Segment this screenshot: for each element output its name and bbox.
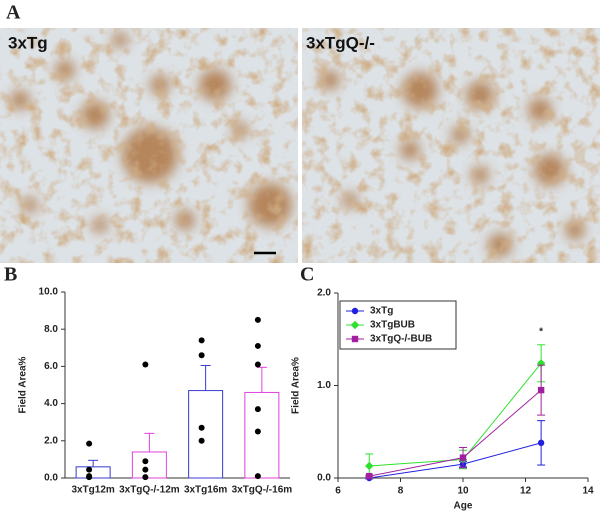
y-tick-label: 4.0 <box>44 398 58 409</box>
y-axis-label: Field Area% <box>18 356 29 413</box>
bar <box>75 466 111 479</box>
x-axis-label: Age <box>454 501 473 512</box>
image-label: 3xTg <box>8 33 48 52</box>
data-point <box>142 458 149 465</box>
image-label: 3xTgQ-/- <box>306 33 375 52</box>
marker <box>365 461 374 471</box>
series-line <box>369 389 542 477</box>
micrograph-right <box>302 28 600 263</box>
data-point <box>198 424 205 431</box>
micrograph-left <box>0 28 298 263</box>
y-axis-label: Field Area% <box>291 357 302 414</box>
marker <box>350 320 360 330</box>
panel-label: B <box>4 264 17 286</box>
y-tick-label: 10.0 <box>39 287 59 298</box>
data-point <box>86 440 93 447</box>
data-point <box>254 316 261 323</box>
data-point <box>254 406 261 413</box>
marker <box>351 307 359 315</box>
bar <box>131 451 167 479</box>
marker <box>351 335 359 343</box>
y-tick-label: 8.0 <box>44 324 58 335</box>
series-line <box>369 362 542 467</box>
data-point <box>254 473 261 480</box>
data-point <box>198 352 205 359</box>
data-point <box>86 466 93 473</box>
y-tick-label: 1.0 <box>317 380 331 391</box>
x-tick-label: 12 <box>520 486 532 497</box>
marker <box>537 439 545 447</box>
x-tick-label: 3xTg12m <box>71 485 114 496</box>
y-tick-label: 2.0 <box>317 288 331 299</box>
legend-label: 3xTg <box>370 306 393 317</box>
x-tick-label: 6 <box>335 486 341 497</box>
data-point <box>142 474 149 481</box>
data-point <box>142 361 149 368</box>
marker <box>537 386 545 394</box>
legend-label: 3xTgBUB <box>370 320 415 331</box>
legend-label: 3xTgQ-/-BUB <box>370 334 432 345</box>
y-tick-label: 6.0 <box>44 361 58 372</box>
bar <box>244 391 280 479</box>
data-point <box>198 437 205 444</box>
data-point <box>86 474 93 481</box>
y-tick-label: 0.0 <box>44 473 58 484</box>
x-tick-label: 3xTgQ-/-12m <box>119 485 180 496</box>
x-tick-label: 10 <box>457 486 469 497</box>
annotation: * <box>539 326 543 337</box>
data-point <box>142 466 149 473</box>
y-tick-label: 2.0 <box>44 435 58 446</box>
panel-label: A <box>6 2 21 24</box>
data-point <box>254 361 261 368</box>
data-point <box>254 342 261 349</box>
marker <box>366 472 373 480</box>
data-point <box>254 428 261 435</box>
x-tick-label: 3xTgQ-/-16m <box>232 485 293 496</box>
y-tick-label: 0.0 <box>317 473 331 484</box>
x-tick-label: 3xTg16m <box>184 485 227 496</box>
data-point <box>198 337 205 344</box>
marker <box>459 454 467 461</box>
x-tick-label: 14 <box>582 486 594 497</box>
x-tick-label: 8 <box>398 486 404 497</box>
panel-label: C <box>300 264 314 286</box>
bar <box>188 390 224 479</box>
